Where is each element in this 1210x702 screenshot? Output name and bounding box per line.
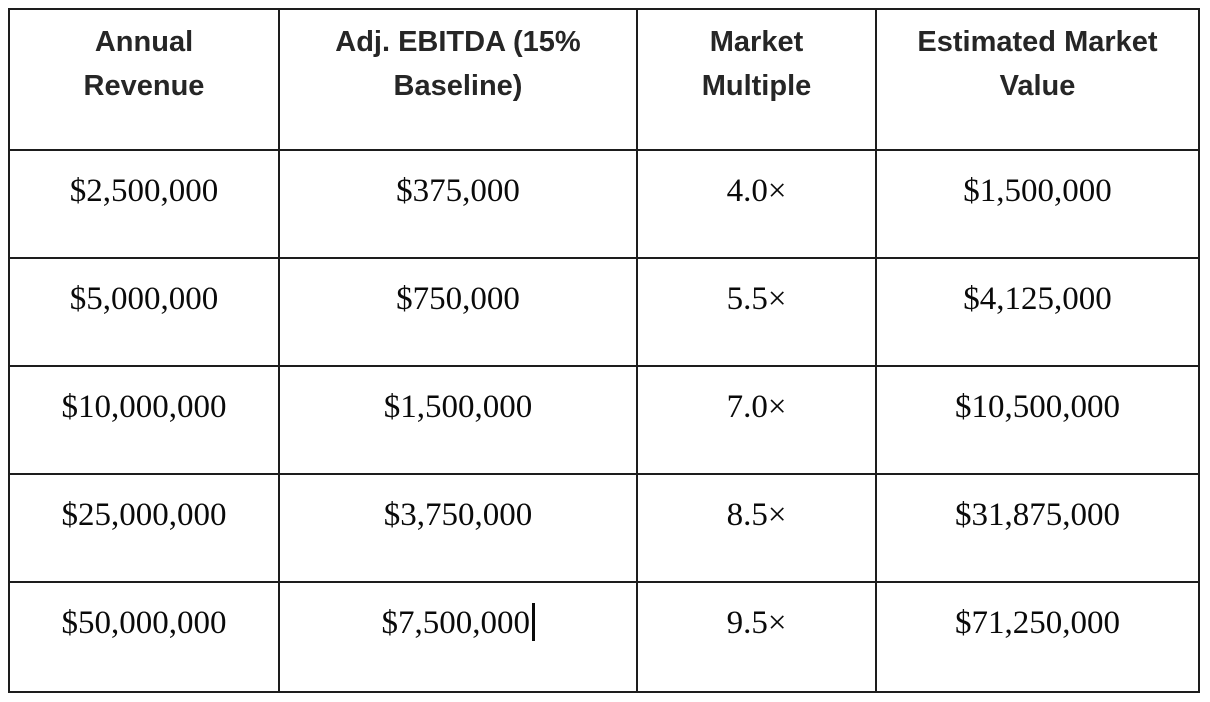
header-cell-market-multiple[interactable]: Market Multiple: [636, 8, 877, 151]
table-header: Annual Revenue Adj. EBITDA (15% Baseline…: [8, 8, 1200, 151]
header-row: Annual Revenue Adj. EBITDA (15% Baseline…: [8, 8, 1200, 151]
cell-annual-revenue[interactable]: $5,000,000: [8, 257, 280, 367]
table-body: $2,500,000 $375,000 4.0× $1,500,000 $5,0…: [8, 149, 1200, 693]
cell-annual-revenue[interactable]: $25,000,000: [8, 473, 280, 583]
table-row: $5,000,000 $750,000 5.5× $4,125,000: [8, 257, 1200, 367]
cell-adj-ebitda[interactable]: $750,000: [278, 257, 638, 367]
cell-annual-revenue[interactable]: $10,000,000: [8, 365, 280, 475]
cell-market-multiple[interactable]: 8.5×: [636, 473, 877, 583]
valuation-table: Annual Revenue Adj. EBITDA (15% Baseline…: [8, 8, 1200, 693]
cell-text: $7,500,000: [381, 605, 531, 641]
table-row: $50,000,000 $7,500,000 9.5× $71,250,000: [8, 581, 1200, 693]
table-row: $10,000,000 $1,500,000 7.0× $10,500,000: [8, 365, 1200, 475]
cell-adj-ebitda[interactable]: $375,000: [278, 149, 638, 259]
cell-adj-ebitda[interactable]: $1,500,000: [278, 365, 638, 475]
cell-annual-revenue[interactable]: $2,500,000: [8, 149, 280, 259]
cell-market-multiple[interactable]: 5.5×: [636, 257, 877, 367]
cell-estimated-market-value[interactable]: $31,875,000: [875, 473, 1200, 583]
header-cell-adj-ebitda[interactable]: Adj. EBITDA (15% Baseline): [278, 8, 638, 151]
text-cursor: [532, 603, 535, 641]
cell-market-multiple[interactable]: 9.5×: [636, 581, 877, 693]
cell-market-multiple[interactable]: 4.0×: [636, 149, 877, 259]
cell-market-multiple[interactable]: 7.0×: [636, 365, 877, 475]
cell-estimated-market-value[interactable]: $4,125,000: [875, 257, 1200, 367]
table-row: $2,500,000 $375,000 4.0× $1,500,000: [8, 149, 1200, 259]
cell-annual-revenue[interactable]: $50,000,000: [8, 581, 280, 693]
table-row: $25,000,000 $3,750,000 8.5× $31,875,000: [8, 473, 1200, 583]
header-cell-estimated-market-value[interactable]: Estimated Market Value: [875, 8, 1200, 151]
cell-adj-ebitda[interactable]: $7,500,000: [278, 581, 638, 693]
cell-estimated-market-value[interactable]: $10,500,000: [875, 365, 1200, 475]
header-cell-annual-revenue[interactable]: Annual Revenue: [8, 8, 280, 151]
cell-estimated-market-value[interactable]: $1,500,000: [875, 149, 1200, 259]
cell-adj-ebitda[interactable]: $3,750,000: [278, 473, 638, 583]
cell-estimated-market-value[interactable]: $71,250,000: [875, 581, 1200, 693]
